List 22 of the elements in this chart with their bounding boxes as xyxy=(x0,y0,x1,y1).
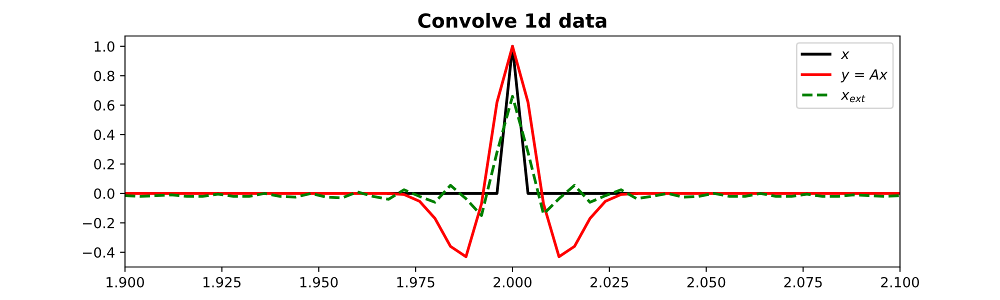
y-tick-label: 0.4 xyxy=(94,130,114,140)
y-tick-label: 0.6 xyxy=(94,100,114,111)
line-series xyxy=(125,44,900,258)
legend-label: x xyxy=(840,51,850,60)
y-tick-label: −0.4 xyxy=(83,247,114,258)
legend-label: x$_{ext}$ xyxy=(840,92,866,102)
x-tick-label: 2.100 xyxy=(881,276,919,288)
y-tick-label: −0.2 xyxy=(83,218,114,228)
chart-title: Convolve 1d data xyxy=(418,12,606,28)
y-tick-label: 0.0 xyxy=(94,188,114,199)
x-tick-label: 1.900 xyxy=(106,276,144,288)
x-tick-label: 2.000 xyxy=(494,276,532,288)
y-tick-label: 0.8 xyxy=(94,70,114,82)
x-tick-label: 1.925 xyxy=(204,276,241,288)
y-tick-label: 0.2 xyxy=(94,158,114,170)
x-tick-label: 2.075 xyxy=(784,276,822,288)
x-tick-label: 1.975 xyxy=(397,276,434,288)
x-tick-label: 1.950 xyxy=(300,276,338,288)
legend-label: y = Ax xyxy=(840,69,888,82)
x-tick-label: 2.050 xyxy=(687,276,726,288)
y-tick-label: 1.0 xyxy=(94,41,114,52)
x-tick-label: 2.025 xyxy=(590,276,628,288)
